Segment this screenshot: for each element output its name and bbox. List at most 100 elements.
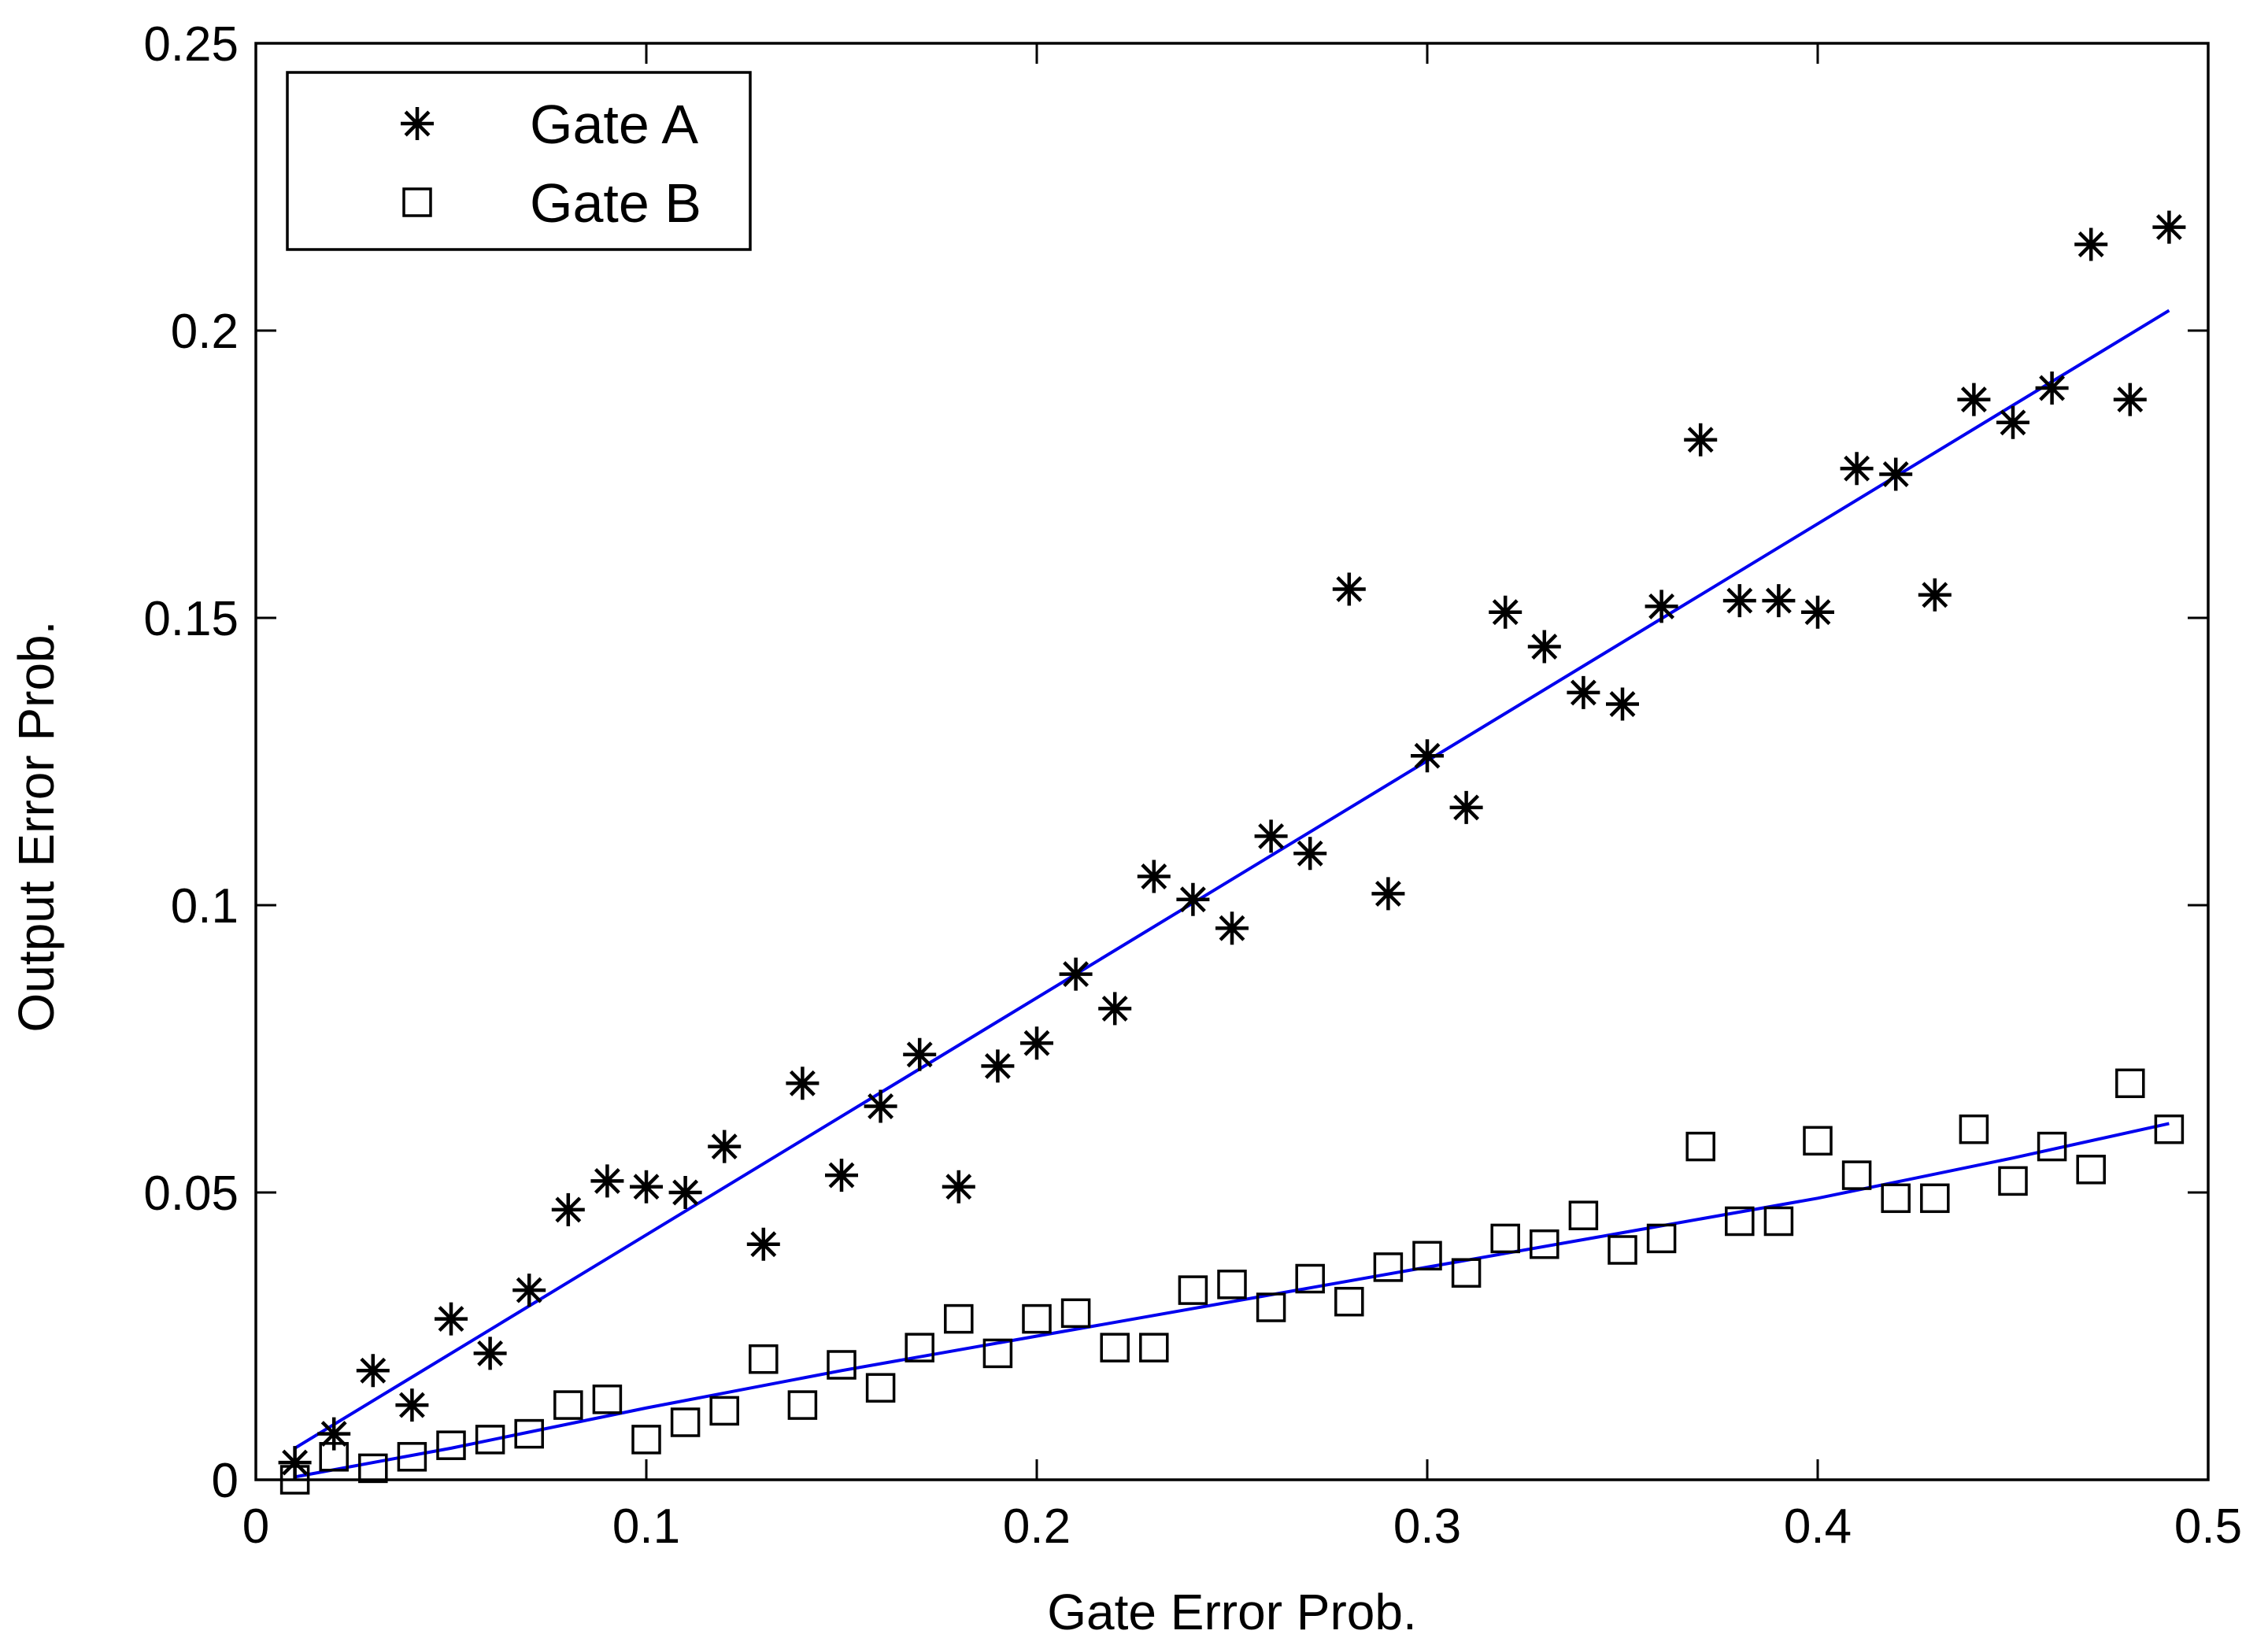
- gate-a-point-glyph: [1449, 790, 1483, 824]
- gate-a-point: [1059, 957, 1093, 991]
- gate-b-point: [1685, 1131, 1715, 1162]
- fit-line-gate-a: [294, 309, 2170, 1450]
- gate-a-point: [2152, 210, 2186, 244]
- gate-a-point-glyph: [864, 1089, 897, 1123]
- gate-a-point-glyph: [278, 1446, 312, 1480]
- gate-a-point: [1801, 595, 1834, 629]
- gate-a-point: [1879, 457, 1913, 491]
- gate-a-point-glyph: [2152, 210, 2186, 244]
- x-tick-label: 0.4: [1784, 1499, 1852, 1554]
- gate-a-point-glyph: [1098, 992, 1132, 1026]
- y-axis-label: Output Error Prob.: [8, 621, 65, 1033]
- gate-a-point: [786, 1067, 820, 1100]
- gate-a-point: [825, 1159, 858, 1192]
- gate-b-point: [1530, 1229, 1559, 1259]
- gate-b-point: [1841, 1160, 1872, 1190]
- gate-b-point: [1060, 1298, 1091, 1329]
- gate-a-point-glyph: [981, 1049, 1015, 1083]
- gate-a-point: [1411, 739, 1444, 773]
- gate-a-point-glyph: [786, 1067, 820, 1100]
- gate-b-point: [436, 1430, 466, 1460]
- gate-b-point: [2037, 1131, 2067, 1162]
- gate-b-point: [1920, 1183, 1950, 1214]
- gate-a-point-glyph: [1293, 837, 1327, 871]
- gate-a-point: [1567, 675, 1600, 709]
- gate-a-point-glyph: [2074, 227, 2108, 261]
- gate-a-point: [278, 1446, 312, 1480]
- gate-a-point: [1254, 819, 1288, 853]
- legend-label-gate-b: Gate B: [530, 172, 701, 234]
- gate-b-point: [1490, 1223, 1520, 1254]
- gate-a-point: [1840, 452, 1874, 486]
- gate-a-point-glyph: [942, 1170, 975, 1203]
- gate-a-point-glyph: [1996, 405, 2029, 439]
- gate-a-point: [1098, 992, 1132, 1026]
- gate-a-point: [1645, 590, 1678, 623]
- gate-a-point: [1215, 911, 1249, 945]
- gate-a-point-glyph: [1684, 423, 1718, 457]
- gate-b-point: [1959, 1114, 1989, 1144]
- gate-a-point: [1371, 877, 1405, 911]
- gate-a-point-glyph: [512, 1274, 546, 1307]
- gate-b-point: [1373, 1252, 1404, 1282]
- y-tick-label: 0.1: [171, 879, 239, 934]
- gate-a-point-glyph: [435, 1302, 468, 1336]
- gate-a-point-glyph: [1371, 877, 1405, 911]
- gate-b-point: [1451, 1258, 1482, 1288]
- gate-b-point: [397, 1442, 427, 1472]
- gate-b-point: [1725, 1206, 1755, 1237]
- gate-a-point: [1606, 687, 1639, 721]
- y-tick-label: 0.15: [143, 592, 239, 646]
- gate-b-point: [1217, 1270, 1247, 1300]
- gate-a-point-glyph: [2035, 372, 2069, 405]
- gate-a-point-glyph: [1918, 578, 1952, 612]
- gate-a-point-glyph: [1215, 911, 1249, 945]
- gate-a-point-glyph: [630, 1170, 663, 1203]
- gate-b-point: [2115, 1068, 2145, 1099]
- gate-b-point: [905, 1333, 934, 1362]
- gate-b-point: [1100, 1333, 1130, 1362]
- gate-a-point: [2035, 372, 2069, 405]
- gate-a-point-glyph: [551, 1192, 585, 1226]
- gate-a-point-glyph: [1879, 457, 1913, 491]
- gate-a-point: [1293, 837, 1327, 871]
- gate-a-point: [1176, 882, 1210, 916]
- gate-a-point: [1449, 790, 1483, 824]
- gate-a-point-glyph: [1801, 595, 1834, 629]
- gate-a-point: [2113, 383, 2147, 416]
- gate-a-point-glyph: [746, 1227, 780, 1261]
- gate-a-point-glyph: [1527, 630, 1561, 664]
- gate-a-point: [512, 1274, 546, 1307]
- x-tick-label: 0.3: [1393, 1499, 1461, 1554]
- gate-b-point: [475, 1425, 505, 1455]
- gate-b-point: [827, 1350, 857, 1380]
- gate-a-point-glyph: [317, 1417, 351, 1451]
- gate-a-point: [668, 1176, 702, 1209]
- gate-a-point: [630, 1170, 663, 1203]
- gate-b-point: [1334, 1286, 1364, 1317]
- gate-a-point-glyph: [1606, 687, 1639, 721]
- y-tick-label: 0.25: [143, 17, 239, 72]
- gate-b-point: [749, 1344, 779, 1374]
- gate-a-point: [708, 1130, 742, 1163]
- gate-a-point: [356, 1354, 390, 1388]
- gate-a-point: [1489, 595, 1522, 629]
- gate-a-point-glyph: [1762, 584, 1796, 618]
- gate-b-point: [1295, 1263, 1325, 1294]
- gate-b-point: [670, 1407, 701, 1437]
- plot-frame: [254, 42, 2210, 1481]
- gate-a-point: [1020, 1026, 1053, 1060]
- gate-b-point: [1256, 1292, 1286, 1322]
- gate-a-point-glyph: [903, 1037, 937, 1071]
- gate-a-point-glyph: [356, 1354, 390, 1388]
- gate-b-point: [1608, 1235, 1637, 1265]
- gate-a-point: [1684, 423, 1718, 457]
- gate-a-point-glyph: [825, 1159, 858, 1192]
- gate-b-point: [2154, 1114, 2185, 1144]
- gate-a-point: [551, 1192, 585, 1226]
- gate-b-point: [1803, 1126, 1833, 1156]
- gate-a-point-glyph: [1137, 860, 1171, 893]
- gate-a-point: [435, 1302, 468, 1336]
- gate-b-point: [1568, 1200, 1599, 1230]
